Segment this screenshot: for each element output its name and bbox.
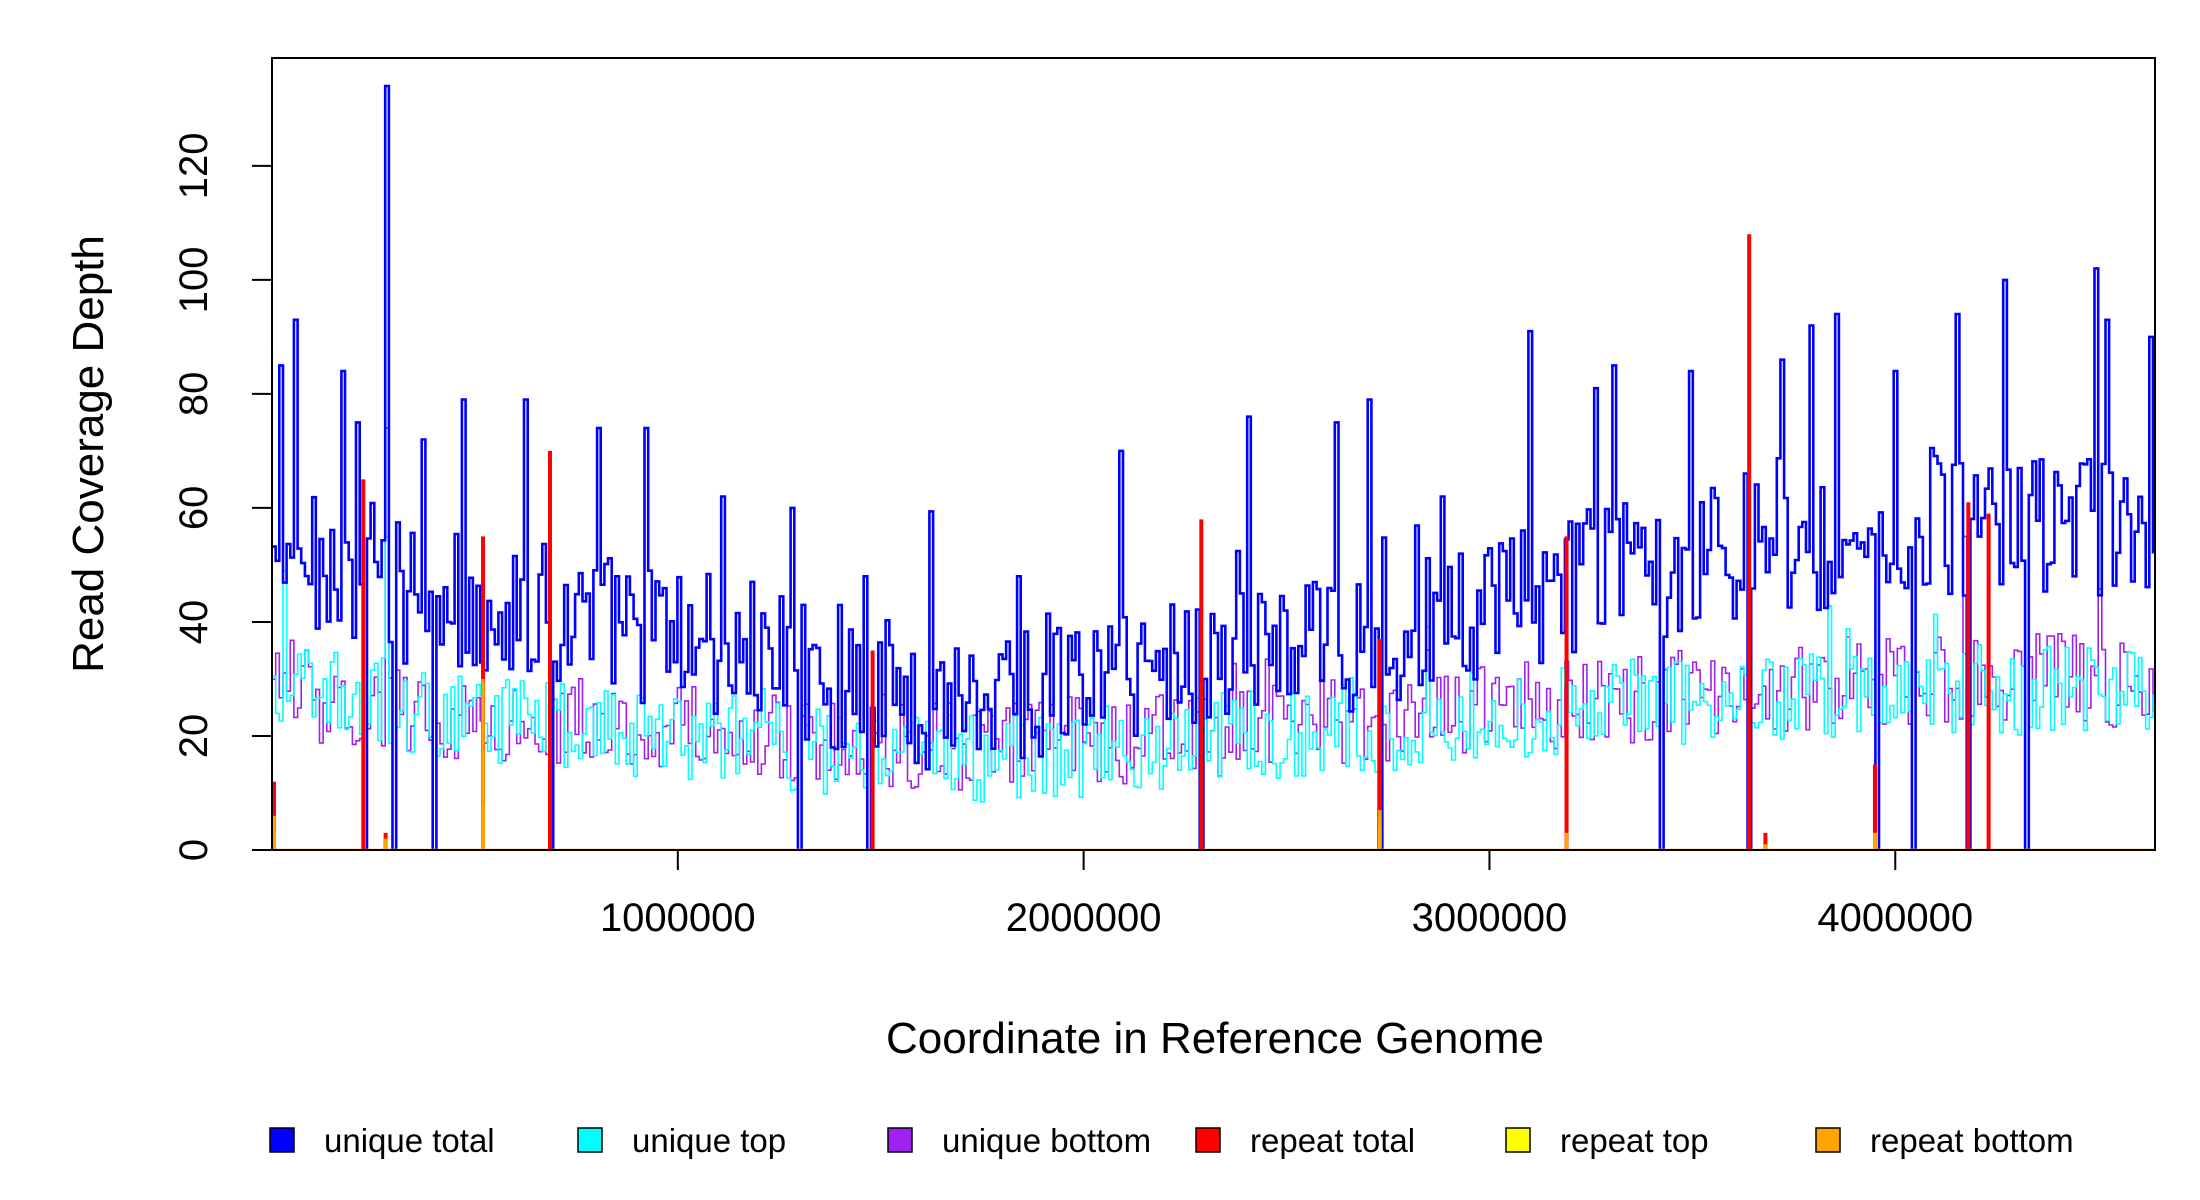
legend-label: repeat top <box>1560 1122 1709 1159</box>
series-line-unique-total <box>272 84 2155 850</box>
legend-swatch <box>1195 1127 1221 1153</box>
legend-swatch <box>1815 1127 1841 1153</box>
legend-label: unique bottom <box>942 1122 1151 1159</box>
legend-item-repeat-bottom: repeat bottom <box>1815 1122 2074 1159</box>
x-axis-title: Coordinate in Reference Genome <box>886 1014 1544 1063</box>
legend-swatch <box>887 1127 913 1153</box>
legend-label: repeat total <box>1250 1122 1415 1159</box>
y-axis: 0 20 40 60 80 100 120 <box>172 132 273 861</box>
legend-swatch <box>1505 1127 1531 1153</box>
y-tick-label: 60 <box>172 486 216 531</box>
x-axis: 1000000 2000000 3000000 4000000 <box>600 849 1973 940</box>
x-tick-label: 3000000 <box>1412 896 1568 940</box>
legend-label: unique total <box>324 1122 495 1159</box>
legend-swatch <box>577 1127 603 1153</box>
y-axis-title: Read Coverage Depth <box>64 235 113 673</box>
y-tick-label: 100 <box>172 246 216 313</box>
x-tick-label: 2000000 <box>1006 896 1162 940</box>
series-line-unique-top <box>272 535 2155 850</box>
legend-item-repeat-top: repeat top <box>1505 1122 1709 1159</box>
legend-item-repeat-total: repeat total <box>1195 1122 1415 1159</box>
y-tick-label: 120 <box>172 132 216 199</box>
y-tick-label: 20 <box>172 714 216 759</box>
x-tick-label: 4000000 <box>1817 896 1973 940</box>
legend-label: repeat bottom <box>1870 1122 2074 1159</box>
x-tick-label: 1000000 <box>600 896 756 940</box>
legend-item-unique-bottom: unique bottom <box>887 1122 1151 1159</box>
legend-item-unique-top: unique top <box>577 1122 786 1159</box>
y-tick-label: 80 <box>172 372 216 417</box>
series-layer <box>272 84 2155 850</box>
plot-area <box>272 84 2155 850</box>
legend-item-unique-total: unique total <box>269 1122 495 1159</box>
legend: unique total unique top unique bottom repea… <box>269 1122 2074 1159</box>
legend-label: unique top <box>632 1122 786 1159</box>
y-tick-label: 40 <box>172 600 216 645</box>
legend-swatch <box>269 1127 295 1153</box>
y-tick-label: 0 <box>172 839 216 861</box>
